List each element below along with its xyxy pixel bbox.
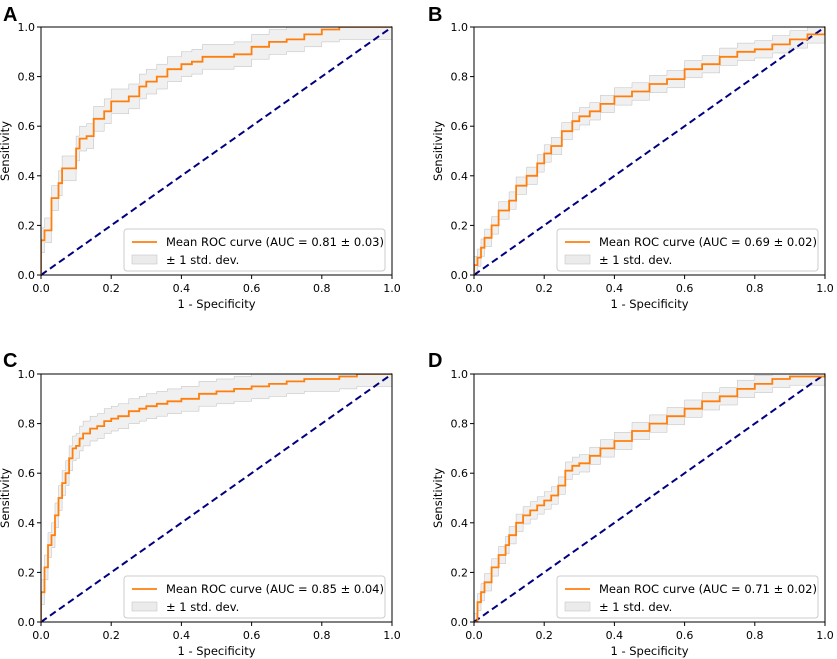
y-tick-label: 0.6 bbox=[18, 120, 36, 133]
x-tick-label: 0.0 bbox=[32, 282, 50, 295]
chance-line bbox=[473, 26, 826, 276]
x-tick-label: 0.4 bbox=[606, 629, 624, 642]
y-tick-label: 0.0 bbox=[18, 269, 36, 282]
x-tick-label: 0.0 bbox=[465, 629, 483, 642]
y-tick-label: 0.8 bbox=[18, 418, 36, 431]
legend: Mean ROC curve (AUC = 0.85 ± 0.04) ± 1 st… bbox=[123, 575, 386, 619]
x-tick-label: 0.0 bbox=[465, 282, 483, 295]
y-tick-label: 0.8 bbox=[451, 418, 469, 431]
y-axis-label: Sensitivity bbox=[431, 121, 445, 181]
legend-box bbox=[123, 228, 386, 272]
legend-mean-label: Mean ROC curve (AUC = 0.85 ± 0.04) bbox=[166, 582, 384, 596]
legend-mean-label: Mean ROC curve (AUC = 0.69 ± 0.02) bbox=[599, 235, 817, 249]
legend: Mean ROC curve (AUC = 0.71 ± 0.02) ± 1 st… bbox=[556, 575, 819, 619]
y-tick-label: 1.0 bbox=[18, 21, 36, 34]
y-tick-label: 0.6 bbox=[451, 467, 469, 480]
legend-std-label: ± 1 std. dev. bbox=[599, 600, 672, 614]
legend-std-label: ± 1 std. dev. bbox=[599, 253, 672, 267]
mean-roc-line bbox=[41, 27, 392, 275]
x-tick-label: 0.6 bbox=[243, 629, 261, 642]
x-tick-label: 0.6 bbox=[676, 629, 694, 642]
x-axis-label: 1 - Specificity bbox=[610, 644, 688, 658]
legend-mean-label: Mean ROC curve (AUC = 0.71 ± 0.02) bbox=[599, 582, 817, 596]
axes-frame bbox=[473, 26, 826, 276]
y-tick-label: 0.0 bbox=[451, 616, 469, 629]
x-axis-label: 1 - Specificity bbox=[177, 644, 255, 658]
y-tick-label: 1.0 bbox=[18, 368, 36, 381]
x-tick-label: 0.2 bbox=[102, 282, 120, 295]
x-tick-label: 0.8 bbox=[313, 282, 331, 295]
x-tick-label: 0.0 bbox=[32, 629, 50, 642]
y-tick-label: 0.8 bbox=[451, 71, 469, 84]
y-tick-label: 0.0 bbox=[451, 269, 469, 282]
chance-line bbox=[40, 373, 393, 623]
x-tick-label: 0.6 bbox=[243, 282, 261, 295]
y-tick-label: 1.0 bbox=[451, 21, 469, 34]
y-tick-label: 0.4 bbox=[18, 517, 36, 530]
x-tick-label: 0.8 bbox=[313, 629, 331, 642]
y-tick-label: 0.2 bbox=[451, 219, 469, 232]
y-axis-label: Sensitivity bbox=[0, 468, 12, 528]
legend: Mean ROC curve (AUC = 0.81 ± 0.03) ± 1 st… bbox=[123, 228, 386, 272]
panel-b: B 0.0 0.2 0.4 0.6 0.8 1.0 0.0 0.2 0.4 0.6 0.8 1.0 1 -… bbox=[428, 4, 834, 311]
mean-roc-line bbox=[474, 27, 825, 275]
x-tick-label: 1.0 bbox=[383, 282, 401, 295]
y-tick-label: 0.0 bbox=[18, 616, 36, 629]
x-tick-label: 0.4 bbox=[173, 282, 191, 295]
x-tick-label: 0.8 bbox=[746, 282, 764, 295]
axes-frame bbox=[40, 373, 393, 623]
legend: Mean ROC curve (AUC = 0.69 ± 0.02) ± 1 st… bbox=[556, 228, 819, 272]
y-tick-label: 0.6 bbox=[451, 120, 469, 133]
x-axis-label: 1 - Specificity bbox=[610, 297, 688, 311]
panel-a: A 0.0 0.2 0.4 0.6 0.8 1.0 0.0 0.2 0.4 0.6 0.8 1.0 1 -… bbox=[0, 4, 401, 311]
x-tick-label: 0.4 bbox=[173, 629, 191, 642]
legend-std-swatch bbox=[564, 254, 591, 265]
axes-frame bbox=[40, 26, 393, 276]
x-tick-label: 0.2 bbox=[535, 282, 553, 295]
x-tick-label: 0.4 bbox=[606, 282, 624, 295]
chance-line bbox=[473, 373, 826, 623]
axes-frame bbox=[473, 373, 826, 623]
y-tick-label: 1.0 bbox=[451, 368, 469, 381]
legend-std-swatch bbox=[564, 601, 591, 612]
y-axis-label: Sensitivity bbox=[0, 121, 12, 181]
x-axis-label: 1 - Specificity bbox=[177, 297, 255, 311]
y-tick-label: 0.2 bbox=[451, 566, 469, 579]
y-axis-label: Sensitivity bbox=[431, 468, 445, 528]
panel-letter: A bbox=[3, 4, 17, 26]
x-tick-label: 0.2 bbox=[535, 629, 553, 642]
x-tick-label: 1.0 bbox=[816, 629, 834, 642]
panel-d: D 0.0 0.2 0.4 0.6 0.8 1.0 0.0 0.2 0.4 0.6 0.8 1.0 1 -… bbox=[428, 350, 834, 658]
x-tick-label: 0.8 bbox=[746, 629, 764, 642]
y-tick-label: 0.2 bbox=[18, 566, 36, 579]
x-tick-label: 1.0 bbox=[816, 282, 834, 295]
mean-roc-line bbox=[41, 374, 392, 622]
legend-box bbox=[556, 228, 819, 272]
legend-std-swatch bbox=[131, 254, 158, 265]
legend-std-label: ± 1 std. dev. bbox=[166, 600, 239, 614]
legend-box bbox=[123, 575, 386, 619]
panel-letter: B bbox=[428, 4, 442, 26]
panel-letter: C bbox=[3, 350, 17, 372]
y-tick-label: 0.4 bbox=[18, 170, 36, 183]
chance-line bbox=[40, 26, 393, 276]
x-tick-label: 1.0 bbox=[383, 629, 401, 642]
y-tick-label: 0.6 bbox=[18, 467, 36, 480]
panel-letter: D bbox=[428, 350, 442, 372]
y-tick-label: 0.4 bbox=[451, 170, 469, 183]
legend-std-swatch bbox=[131, 601, 158, 612]
mean-roc-line bbox=[474, 374, 825, 622]
y-tick-label: 0.2 bbox=[18, 219, 36, 232]
std-dev-band bbox=[41, 374, 392, 622]
y-tick-label: 0.4 bbox=[451, 517, 469, 530]
x-tick-label: 0.6 bbox=[676, 282, 694, 295]
legend-box bbox=[556, 575, 819, 619]
legend-std-label: ± 1 std. dev. bbox=[166, 253, 239, 267]
x-tick-label: 0.2 bbox=[102, 629, 120, 642]
legend-mean-label: Mean ROC curve (AUC = 0.81 ± 0.03) bbox=[166, 235, 384, 249]
y-tick-label: 0.8 bbox=[18, 71, 36, 84]
panel-c: C 0.0 0.2 0.4 0.6 0.8 1.0 0.0 0.2 0.4 0.6 0.8 1.0 1 -… bbox=[0, 350, 401, 658]
